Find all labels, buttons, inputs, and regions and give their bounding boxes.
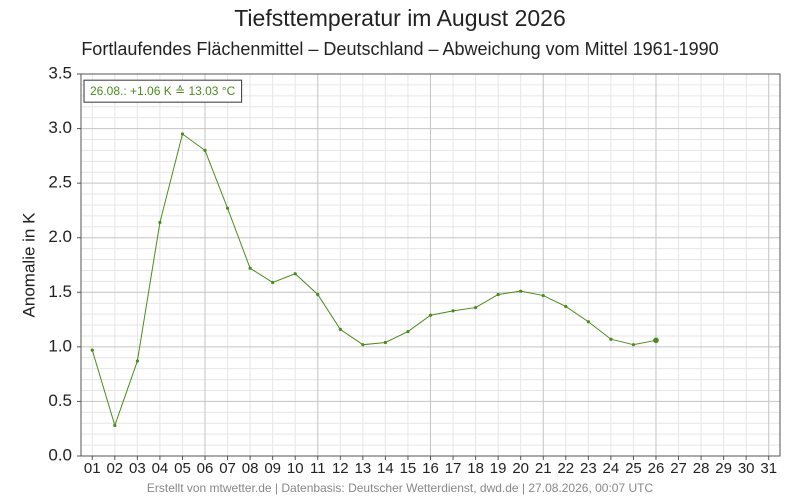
x-tick-label: 09	[264, 460, 281, 477]
x-tick-label: 31	[760, 460, 777, 477]
x-tick-label: 22	[557, 460, 574, 477]
data-point	[180, 132, 185, 136]
data-point	[496, 292, 500, 297]
data-point	[473, 305, 478, 310]
x-tick-label: 06	[197, 460, 214, 477]
x-tick-label: 30	[738, 460, 755, 477]
x-tick-label: 14	[377, 460, 394, 477]
y-tick-label: 2.5	[48, 173, 72, 192]
data-point	[383, 340, 388, 345]
y-tick-label: 2.0	[48, 227, 72, 246]
data-point	[519, 289, 523, 293]
data-point	[631, 343, 636, 347]
data-point	[564, 304, 568, 309]
x-tick-label: 28	[693, 460, 710, 477]
y-tick-label: 0.0	[48, 445, 72, 464]
data-point	[451, 309, 455, 313]
x-tick-label: 15	[400, 460, 417, 477]
data-point	[316, 292, 320, 297]
data-point	[609, 337, 613, 341]
x-tick-label: 02	[106, 460, 123, 477]
data-point	[586, 320, 590, 324]
x-tick-label: 01	[84, 460, 101, 477]
annotation-box	[83, 79, 243, 103]
y-tick-label: 1.5	[48, 282, 72, 301]
x-tick-label: 08	[242, 460, 259, 477]
x-tick-label: 05	[174, 460, 191, 477]
x-tick-label: 10	[287, 460, 304, 477]
data-point	[248, 266, 252, 270]
x-tick-label: 23	[580, 460, 597, 477]
x-tick-label: 11	[310, 460, 326, 477]
x-tick-label: 07	[219, 460, 236, 477]
x-tick-label: 13	[355, 460, 372, 477]
y-axis-label: Anomalie in K	[19, 212, 38, 318]
data-point	[541, 293, 545, 298]
data-point	[406, 329, 410, 334]
data-point	[653, 337, 659, 344]
data-point	[225, 206, 230, 210]
y-tick-label: 3.0	[48, 118, 72, 137]
data-point	[361, 343, 365, 347]
x-tick-label: 18	[467, 460, 484, 477]
x-tick-label: 16	[422, 460, 439, 477]
x-tick-label: 24	[603, 460, 620, 477]
data-point	[158, 220, 162, 225]
x-tick-label: 21	[535, 460, 552, 477]
x-tick-label: 26	[648, 460, 665, 477]
x-tick-label: 20	[512, 460, 529, 477]
x-tick-label: 17	[445, 460, 462, 477]
x-tick-label: 03	[129, 460, 146, 477]
x-tick-label: 04	[152, 460, 169, 477]
data-point	[113, 423, 117, 428]
x-tick-label: 25	[625, 460, 642, 477]
y-tick-label: 3.5	[48, 63, 72, 82]
data-point	[203, 148, 207, 152]
chart-title: Tiefsttemperatur im August 2026	[234, 5, 566, 31]
annotation: 26.08.: +1.06 K ≙ 13.03 °C	[90, 84, 236, 98]
data-point	[135, 359, 139, 363]
x-tick-label: 12	[332, 460, 349, 477]
x-tick-label: 29	[715, 460, 732, 477]
data-line	[91, 133, 657, 428]
y-tick-label: 0.5	[48, 391, 72, 410]
data-point	[338, 327, 342, 331]
data-point	[428, 313, 433, 317]
plot-frame	[80, 73, 781, 457]
chart-subtitle: Fortlaufendes Flächenmittel – Deutschlan…	[81, 39, 718, 59]
x-tick-label: 27	[670, 460, 687, 477]
x-tick-label: 19	[490, 460, 507, 477]
data-point	[90, 348, 94, 352]
data-point	[293, 272, 297, 276]
data-point	[271, 280, 275, 285]
footer: Erstellt von mtwetter.de | Datenbasis: D…	[147, 481, 654, 495]
y-tick-label: 1.0	[48, 336, 72, 355]
